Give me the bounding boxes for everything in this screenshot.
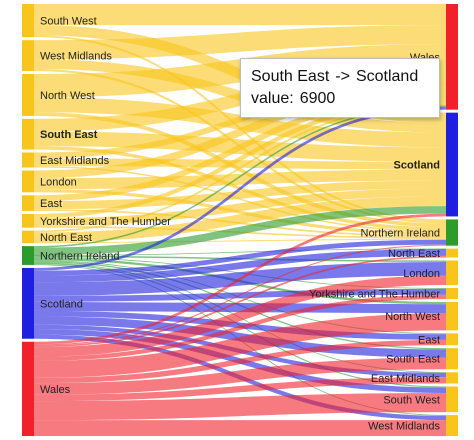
target-node-north-west[interactable] — [446, 302, 458, 331]
target-node-scotland[interactable] — [446, 112, 458, 217]
source-node-north-east[interactable] — [22, 230, 34, 244]
link-wales-to-east-midlands[interactable] — [33, 377, 447, 402]
link-wales-to-london[interactable] — [33, 275, 447, 357]
source-label-east: East — [40, 198, 62, 210]
link-wales-to-northern-ireland[interactable] — [33, 244, 447, 346]
source-label-west-midlands: West Midlands — [40, 51, 112, 63]
link-wales-to-yorkshire-and-the-humber[interactable] — [33, 294, 447, 361]
source-label-north-west: North West — [40, 90, 95, 102]
target-label-scotland: Scotland — [394, 160, 440, 172]
target-label-west-midlands: West Midlands — [368, 421, 440, 433]
target-node-south-west[interactable] — [446, 386, 458, 413]
target-label-east: East — [418, 334, 440, 346]
link-northern-ireland-to-scotland[interactable] — [33, 206, 447, 256]
source-label-south-west: South West — [40, 16, 97, 28]
link-london-to-scotland[interactable] — [33, 169, 447, 190]
source-node-london[interactable] — [22, 170, 34, 193]
link-scotland-to-north-east[interactable] — [33, 249, 447, 283]
link-east-midlands-to-scotland[interactable] — [33, 158, 447, 170]
link-east-to-scotland[interactable] — [33, 180, 447, 210]
link-wales-to-scotland[interactable] — [33, 213, 447, 345]
source-node-scotland[interactable] — [22, 267, 34, 339]
target-node-yorkshire-and-the-humber[interactable] — [446, 288, 458, 300]
link-north-east-to-northern-ireland[interactable] — [33, 238, 447, 244]
link-scotland-to-east[interactable] — [33, 310, 447, 340]
link-wales-to-south-west[interactable] — [33, 393, 447, 421]
link-west-midlands-to-wales[interactable] — [33, 25, 447, 60]
link-yorkshire-and-the-humber-to-scotland[interactable] — [33, 188, 447, 226]
source-node-west-midlands[interactable] — [22, 40, 34, 72]
source-node-north-west[interactable] — [22, 74, 34, 116]
link-scotland-to-northern-ireland[interactable] — [33, 239, 447, 276]
source-node-northern-ireland[interactable] — [22, 246, 34, 265]
link-tooltip: South East -> Scotland value: 6900 — [240, 58, 440, 118]
target-label-south-west: South West — [383, 394, 440, 406]
link-scotland-to-north-west[interactable] — [33, 301, 447, 314]
tooltip-source: South East — [251, 68, 330, 85]
target-node-london[interactable] — [446, 260, 458, 286]
source-node-south-east[interactable] — [22, 118, 34, 150]
source-label-wales: Wales — [40, 384, 71, 396]
link-northern-ireland-to-north-east[interactable] — [33, 248, 447, 256]
tooltip-target: Scotland — [355, 68, 419, 85]
target-node-west-midlands[interactable] — [446, 415, 458, 436]
target-label-northern-ireland: Northern Ireland — [361, 228, 441, 240]
target-node-east[interactable] — [446, 333, 458, 346]
source-label-scotland: Scotland — [40, 298, 83, 310]
source-label-north-east: North East — [40, 232, 92, 244]
tooltip-value-row: value: 6900 — [251, 88, 429, 110]
target-node-south-east[interactable] — [446, 348, 458, 370]
tooltip-link-row: South East -> Scotland — [251, 66, 429, 88]
target-node-north-east[interactable] — [446, 248, 458, 258]
source-label-northern-ireland: Northern Ireland — [40, 251, 120, 263]
tooltip-arrow: -> — [335, 68, 350, 85]
labels-layer: South West West Midlands North West South E… — [40, 16, 440, 433]
link-wales-to-north-west[interactable] — [33, 313, 447, 378]
target-label-south-east: South East — [386, 354, 440, 366]
nodes-layer — [22, 4, 458, 436]
target-label-north-east: North East — [388, 248, 440, 260]
source-node-south-west[interactable] — [22, 4, 34, 38]
target-node-northern-ireland[interactable] — [446, 219, 458, 246]
target-label-yorkshire-and-the-humber: Yorkshire and The Humber — [309, 289, 440, 301]
source-label-south-east: South East — [40, 129, 98, 141]
link-wales-to-north-east[interactable] — [33, 255, 447, 348]
target-node-east-midlands[interactable] — [446, 372, 458, 384]
link-north-east-to-scotland[interactable] — [33, 196, 447, 243]
target-label-north-west: North West — [385, 311, 440, 323]
target-node-wales[interactable] — [446, 4, 458, 110]
link-wales-to-south-east[interactable] — [33, 357, 447, 395]
link-wales-to-east[interactable] — [33, 339, 447, 384]
source-node-east-midlands[interactable] — [22, 152, 34, 168]
source-node-east[interactable] — [22, 195, 34, 211]
source-label-yorkshire-and-the-humber: Yorkshire and The Humber — [40, 216, 171, 228]
target-label-london: London — [403, 268, 440, 280]
target-label-east-midlands: East Midlands — [371, 373, 441, 385]
tooltip-value: 6900 — [299, 90, 336, 107]
tooltip-value-label: value: — [251, 90, 294, 107]
source-label-east-midlands: East Midlands — [40, 155, 110, 167]
source-node-yorkshire-and-the-humber[interactable] — [22, 213, 34, 228]
source-label-london: London — [40, 176, 77, 188]
source-node-wales[interactable] — [22, 341, 34, 436]
